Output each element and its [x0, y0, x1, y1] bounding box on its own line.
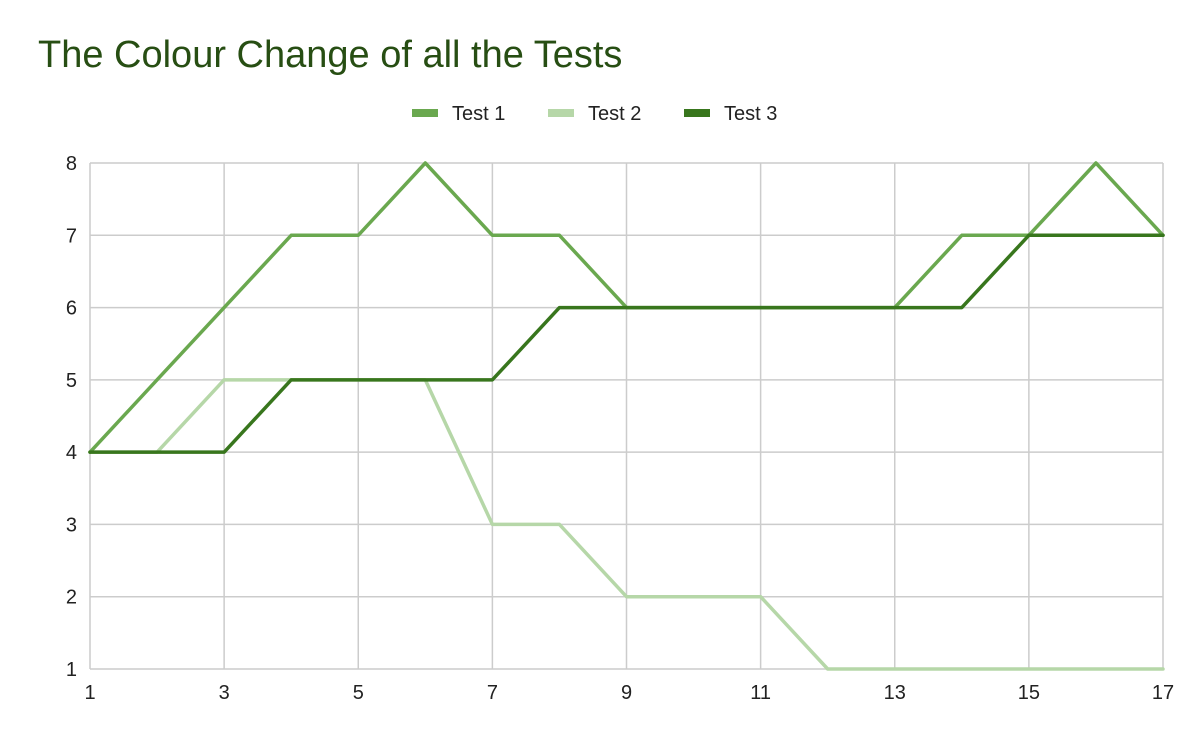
x-tick-label: 3	[219, 682, 230, 704]
legend-label: Test 1	[452, 103, 505, 125]
y-tick-label: 5	[66, 370, 77, 392]
legend-swatch	[412, 109, 438, 117]
x-tick-label: 1	[84, 682, 95, 704]
x-tick-label: 9	[621, 682, 632, 704]
y-tick-label: 6	[66, 298, 77, 320]
y-tick-label: 7	[66, 225, 77, 247]
x-tick-label: 11	[750, 682, 771, 704]
y-tick-label: 4	[66, 442, 77, 464]
y-tick-label: 2	[66, 587, 77, 609]
legend: Test 1 Test 2 Test 3	[412, 103, 777, 125]
grid	[89, 162, 1164, 670]
y-tick-label: 3	[66, 514, 77, 536]
legend-swatch	[684, 109, 710, 117]
x-tick-label: 13	[884, 682, 906, 704]
legend-swatch	[548, 109, 574, 117]
x-tick-label: 5	[353, 682, 364, 704]
series-line-test-2	[88, 378, 1165, 671]
legend-label: Test 2	[588, 103, 641, 125]
x-tick-label: 15	[1018, 682, 1040, 704]
series-lines	[88, 161, 1165, 671]
x-tick-label: 17	[1152, 682, 1174, 704]
series-line-test-3	[88, 233, 1165, 454]
legend-label: Test 3	[724, 103, 777, 125]
y-tick-label: 8	[66, 153, 77, 175]
x-tick-label: 7	[487, 682, 498, 704]
y-tick-label: 1	[66, 659, 77, 681]
chart-title: The Colour Change of all the Tests	[38, 34, 623, 76]
